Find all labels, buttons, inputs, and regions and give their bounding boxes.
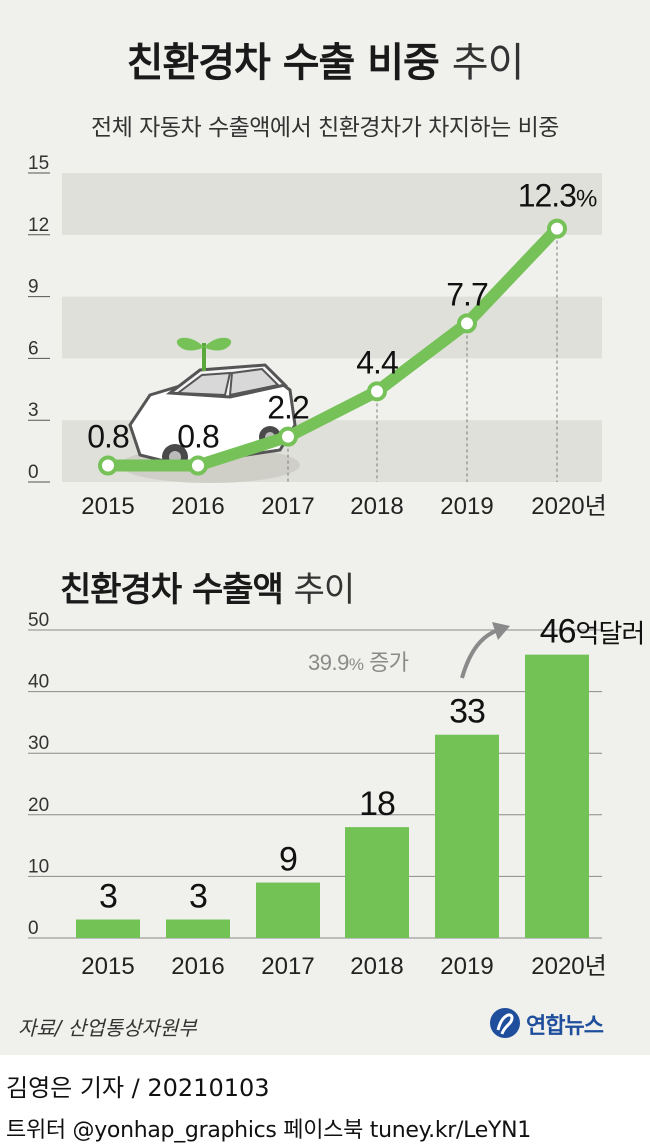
bar-value-label: 3: [189, 878, 207, 916]
data-point: [98, 455, 118, 476]
chart2-title: 친환경차 수출액 추이: [60, 562, 356, 611]
y-tick-label: 0: [28, 462, 39, 483]
logo-text: 연합뉴스: [526, 1014, 604, 1039]
bar-value-number: 18: [359, 785, 395, 823]
title2-bold: 친환경차 수출액: [60, 570, 284, 610]
value-label-number: 0.8: [177, 419, 219, 455]
reporter-name: 김영은 기자: [6, 1074, 125, 1102]
value-label-unit: %: [576, 186, 597, 213]
value-label-number: 12.3: [518, 178, 576, 214]
page-title: 친환경차 수출 비중 추이: [0, 30, 650, 88]
x-tick-label: 2019: [440, 493, 493, 520]
band-1: [62, 296, 602, 359]
y-tick-label: 15: [28, 153, 49, 174]
y-tick-label: 30: [28, 733, 49, 754]
reporter-date: / 20210103: [124, 1074, 270, 1102]
x-tick-label: 2018: [350, 493, 403, 520]
y-tick-label: 6: [28, 338, 39, 359]
reporter-line: 김영은 기자 / 20210103: [6, 1068, 270, 1103]
value-label-number: 2.2: [267, 390, 309, 426]
bar-2015: [76, 919, 140, 938]
data-point: [457, 313, 477, 334]
value-label: 7.7: [446, 276, 488, 312]
data-point: [188, 455, 208, 476]
x-tick-label: 2020년: [531, 953, 606, 980]
bar-value-number: 3: [99, 878, 117, 916]
title2-light: 추이: [293, 570, 356, 610]
series-line: [102, 222, 563, 472]
x-tick-label: 2015: [81, 493, 134, 520]
chart2-y-axis: 50 40 30 20 10 0: [28, 610, 49, 939]
yonhap-logo: 연합뉴스: [488, 1006, 638, 1042]
y-tick-label: 12: [28, 215, 49, 236]
bar-2017: [256, 882, 320, 938]
bar-value-unit: 억달러: [576, 619, 645, 649]
data-point: [547, 218, 567, 239]
x-tick-label: 2017: [261, 493, 314, 520]
bar-value-label: 3: [99, 878, 117, 916]
x-tick-label: 2016: [171, 493, 224, 520]
bar-2016: [166, 919, 230, 938]
growth-annotation: 39.9% 증가: [308, 622, 510, 679]
bar-value-number: 33: [449, 693, 485, 731]
x-tick-label: 2019: [440, 953, 493, 980]
y-tick-label: 0: [28, 918, 39, 939]
chart1-x-axis: 2015 2016 2017 2018 2019 2020년: [81, 493, 606, 520]
bar-2020: [525, 654, 589, 938]
chart1-subtitle: 전체 자동차 수출액에서 친환경차가 차지하는 비중: [91, 115, 559, 141]
y-tick-label: 20: [28, 795, 49, 816]
bar-value-number: 46: [540, 613, 576, 651]
value-label: 2.2: [267, 390, 309, 426]
x-tick-label: 2020년: [531, 493, 606, 520]
bar-value-label: 18: [359, 785, 395, 823]
x-tick-label: 2018: [350, 953, 403, 980]
bar-value-label: 9: [279, 841, 297, 879]
value-label-number: 0.8: [87, 419, 129, 455]
x-tick-label: 2016: [171, 953, 224, 980]
yonhap-globe-icon: [490, 1008, 520, 1038]
y-tick-label: 3: [28, 400, 39, 421]
data-point: [278, 426, 298, 447]
annotation-unit: %: [349, 655, 364, 674]
annotation-text: 39.9% 증가: [308, 650, 409, 675]
chart2-x-axis: 2015 2016 2017 2018 2019 2020년: [81, 953, 606, 980]
band-0: [62, 173, 602, 235]
value-label-number: 7.7: [446, 276, 488, 312]
x-tick-label: 2015: [81, 953, 134, 980]
y-tick-label: 50: [28, 610, 49, 631]
data-point: [367, 381, 387, 402]
chart1-points: [98, 218, 567, 476]
arrowhead-icon: [492, 622, 510, 640]
annotation-label: 증가: [363, 650, 408, 675]
value-label: 0.8: [87, 419, 129, 455]
source-note: 자료/ 산업통상자원부: [18, 1016, 197, 1040]
y-tick-label: 40: [28, 672, 49, 693]
growth-arrow-icon: [460, 628, 499, 679]
value-label: 12.3%: [518, 178, 597, 214]
value-label: 4.4: [356, 344, 398, 380]
bar-2018: [345, 827, 409, 938]
social-line: 트위터 @yonhap_graphics 페이스북 tuney.kr/LeYN1: [6, 1118, 531, 1143]
chart2-bars: [76, 654, 589, 938]
x-tick-label: 2017: [261, 953, 314, 980]
chart1-value-labels: 0.8 0.8 2.2 4.4 7.7 12.3%: [87, 178, 598, 455]
y-tick-label: 10: [28, 856, 49, 877]
value-label-number: 4.4: [356, 344, 398, 380]
title-light: 추이: [451, 40, 525, 86]
annotation-value: 39.9: [308, 650, 349, 675]
bar-value-label: 46억달러: [540, 613, 645, 651]
value-label: 0.8: [177, 419, 219, 455]
bar-value-number: 3: [189, 878, 207, 916]
bar-value-number: 9: [279, 841, 297, 879]
y-tick-label: 9: [28, 277, 39, 298]
chart1-y-axis: 15 12 9 6 3 0: [28, 153, 50, 483]
title-bold: 친환경차 수출 비중: [126, 40, 440, 86]
bar-value-label: 33: [449, 693, 485, 731]
bar-2019: [435, 734, 499, 938]
